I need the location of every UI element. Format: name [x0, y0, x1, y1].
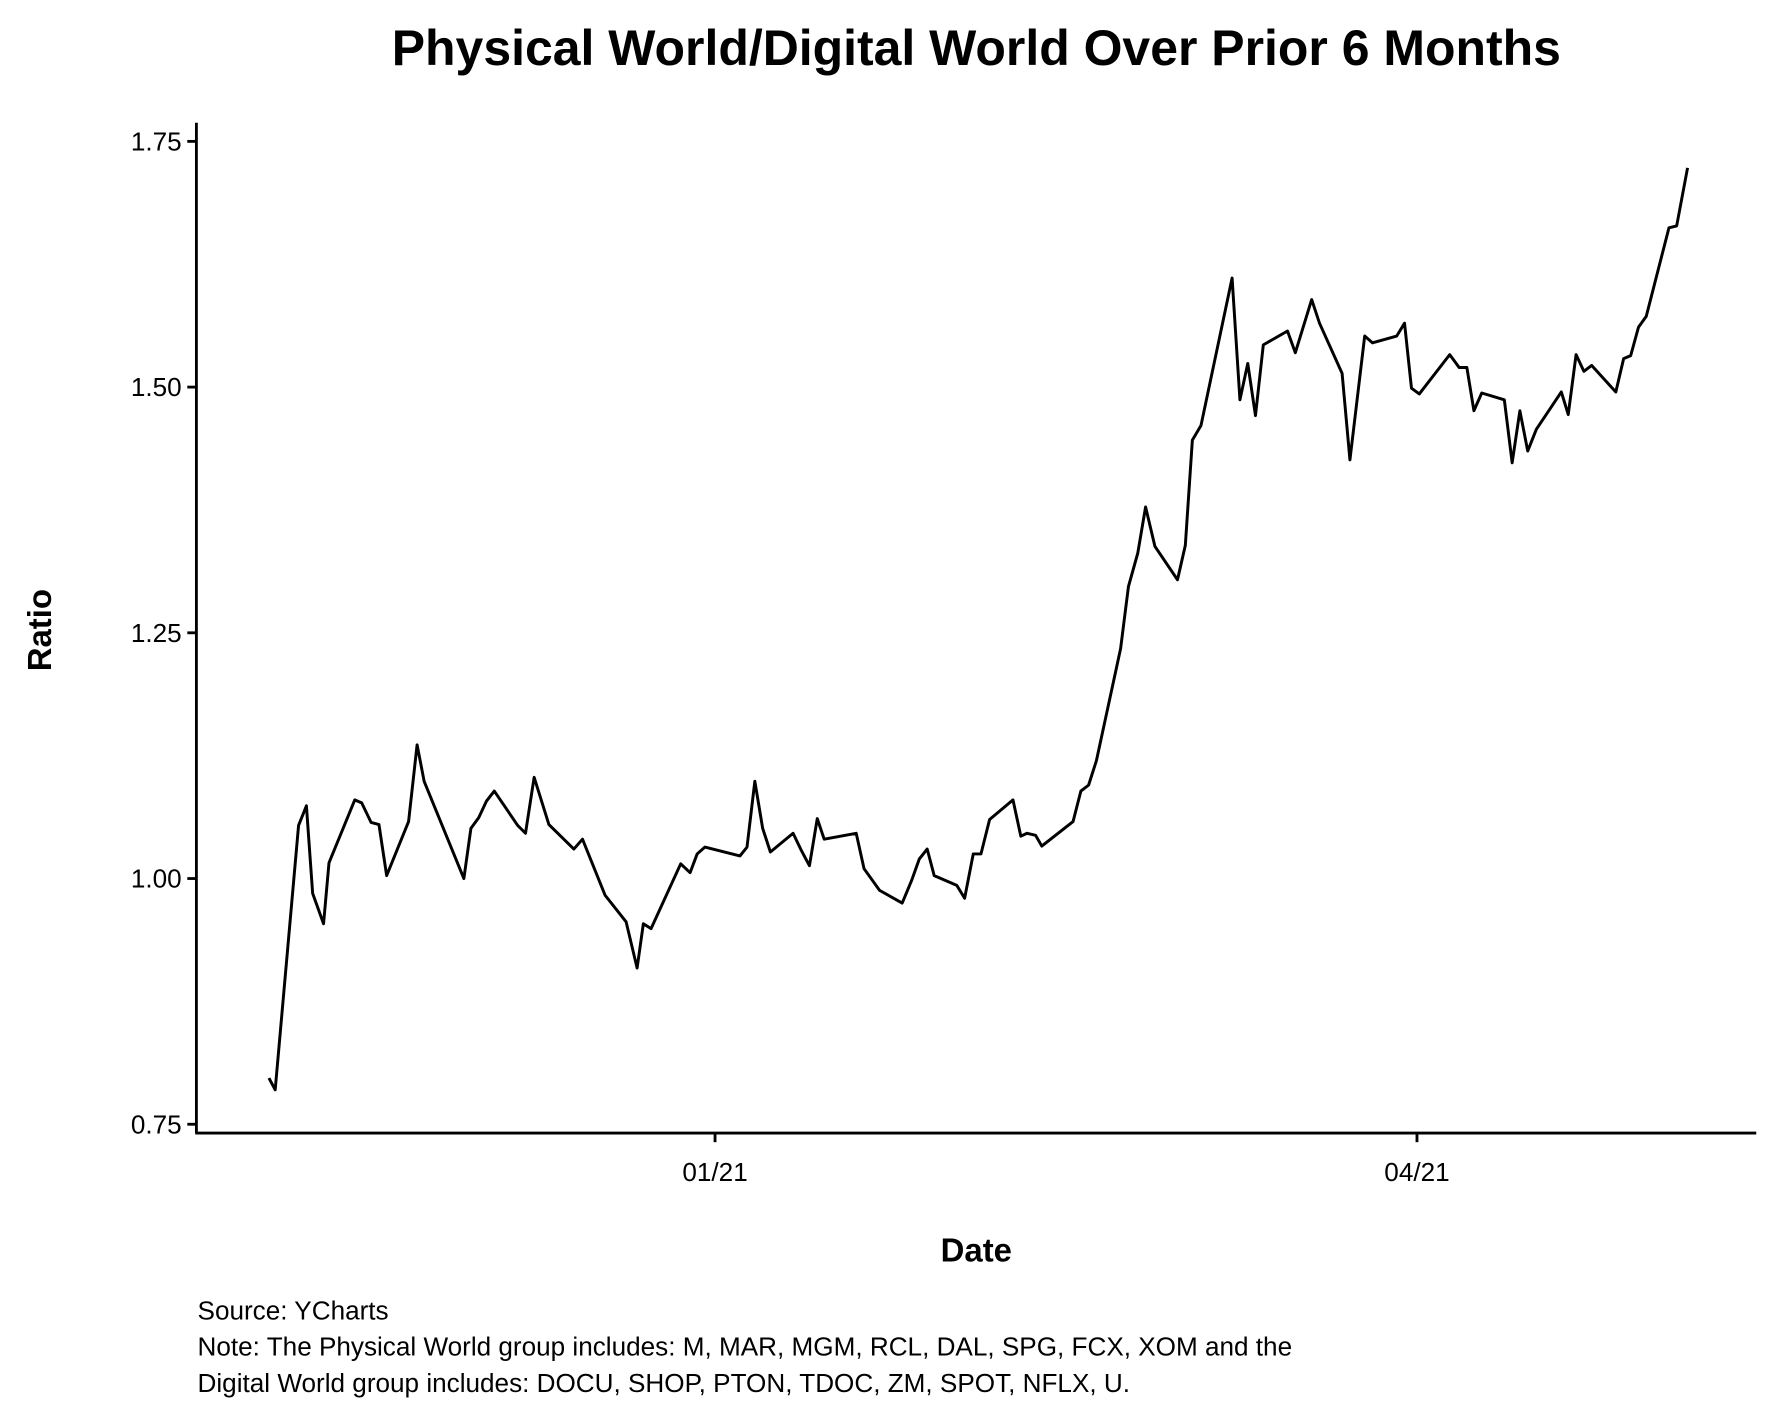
caption-note-line-2: Digital World group includes: DOCU, SHOP…: [198, 1368, 1130, 1398]
y-tick-label: 1.50: [131, 372, 182, 402]
x-axis-ticks: 01/21 04/21: [682, 1133, 1450, 1187]
y-tick-label: 1.75: [131, 126, 182, 156]
y-tick-label: 1.00: [131, 864, 182, 894]
series-group: [267, 167, 1690, 1092]
series-line: [267, 167, 1690, 1092]
y-axis-ticks: 0.75 1.00 1.25 1.50 1.75: [131, 126, 197, 1139]
x-axis-label: Date: [941, 1231, 1012, 1268]
caption-note-line-1: Note: The Physical World group includes:…: [198, 1332, 1293, 1362]
x-tick-label: 01/21: [682, 1157, 747, 1187]
chart-title: Physical World/Digital World Over Prior …: [392, 20, 1561, 76]
y-tick-label: 1.25: [131, 618, 182, 648]
x-tick-label: 04/21: [1384, 1157, 1449, 1187]
y-axis-label: Ratio: [21, 589, 58, 671]
caption-source: Source: YCharts: [198, 1295, 389, 1325]
y-tick-label: 0.75: [131, 1109, 182, 1139]
